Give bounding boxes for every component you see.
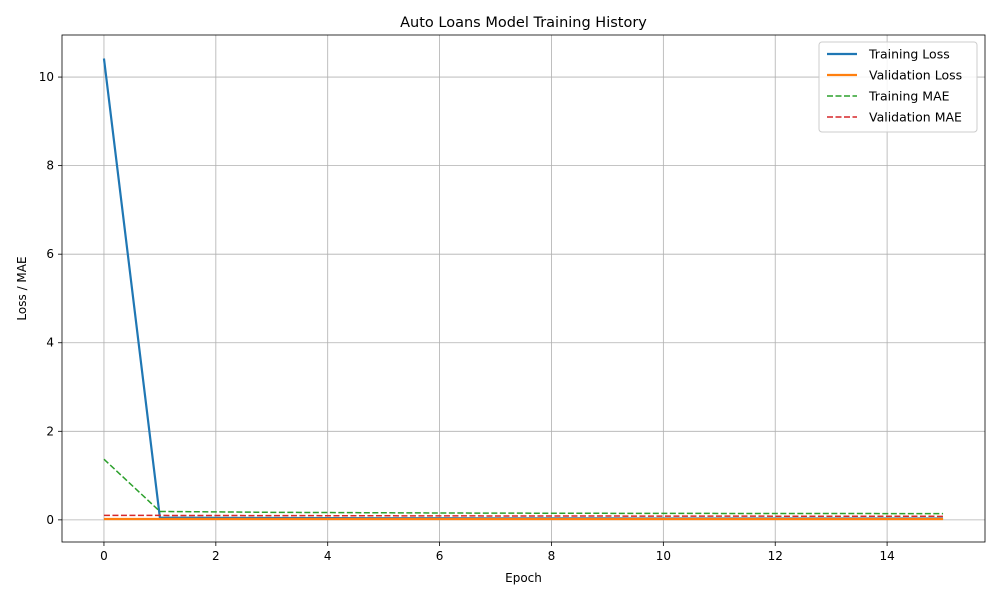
- axis-ticks: 0 2 4 6 8 10 12 14 0 2 4 6 8 10: [39, 70, 895, 563]
- y-tick-label: 2: [46, 424, 54, 438]
- x-tick-label: 10: [656, 549, 671, 563]
- plot-frame: [61, 34, 986, 543]
- x-tick-label: 4: [324, 549, 332, 563]
- legend-label: Training MAE: [868, 89, 950, 104]
- series-lines: [102, 58, 944, 521]
- chart-title: Auto Loans Model Training History: [400, 15, 647, 31]
- x-tick-label: 14: [879, 549, 894, 563]
- legend-label: Validation Loss: [869, 68, 962, 83]
- series-line-training-loss: [102, 58, 944, 520]
- legend-label: Validation MAE: [869, 110, 962, 125]
- y-tick-label: 0: [46, 513, 54, 527]
- x-tick-label: 6: [436, 549, 444, 563]
- legend-box: [818, 41, 978, 133]
- x-axis-title: Epoch: [505, 571, 542, 585]
- legend: Training Loss Validation Loss Training MAE…: [818, 41, 978, 133]
- y-tick-label: 4: [46, 336, 54, 350]
- x-tick-label: 12: [768, 549, 783, 563]
- x-tick-label: 0: [100, 549, 108, 563]
- y-tick-label: 8: [46, 159, 54, 173]
- series-line-training-mae: [103, 458, 944, 515]
- y-tick-label: 10: [39, 70, 54, 84]
- x-tick-label: 2: [212, 549, 220, 563]
- y-tick-label: 6: [46, 247, 54, 261]
- y-axis-title: Loss / MAE: [15, 256, 29, 320]
- x-tick-label: 8: [548, 549, 556, 563]
- series-line-validation-mae: [103, 514, 944, 518]
- legend-label: Training Loss: [868, 47, 950, 62]
